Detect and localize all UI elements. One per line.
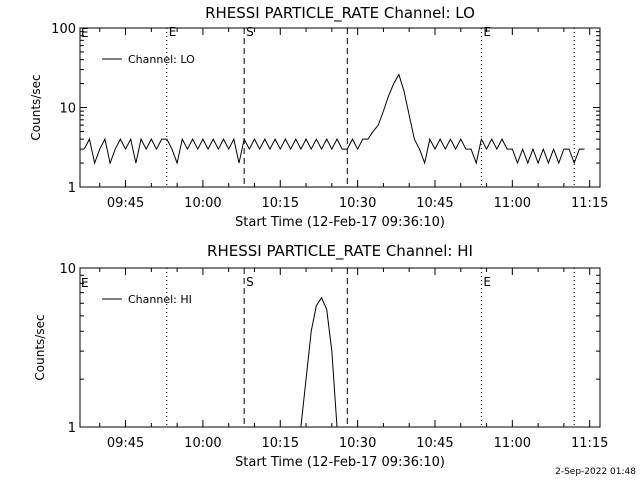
x-tick-label: 09:45	[107, 196, 144, 211]
x-tick-label: 09:45	[107, 436, 144, 451]
chart-panel-hi: RHESSI PARTICLE_RATE Channel: HI 1 10 09:45…	[33, 242, 608, 470]
chart-title: RHESSI PARTICLE_RATE Channel: HI	[207, 242, 473, 261]
x-tick-label: 10:45	[416, 436, 453, 451]
plot-frame	[79, 27, 601, 188]
corner-marker-label: E	[81, 276, 89, 290]
event-marker-label: E	[169, 25, 177, 39]
x-tick-label: 10:15	[262, 436, 299, 451]
y-tick-label: 1	[68, 181, 76, 196]
event-marker-label: E	[483, 275, 491, 289]
x-tick-label: 10:30	[339, 436, 376, 451]
x-tick-label: 10:15	[262, 196, 299, 211]
x-tick-label: 10:00	[184, 196, 221, 211]
x-tick-label: 11:15	[571, 436, 608, 451]
chart-title: RHESSI PARTICLE_RATE Channel: LO	[205, 4, 475, 23]
x-tick-label: 10:00	[184, 436, 221, 451]
y-axis-label: Counts/sec	[33, 314, 47, 380]
event-marker-label: E	[483, 25, 491, 39]
y-axis-label: Counts/sec	[29, 74, 43, 140]
timestamp-label: 2-Sep-2022 01:48	[555, 467, 636, 477]
x-tick-label: 11:00	[494, 196, 531, 211]
legend-label: Channel: LO	[128, 53, 195, 66]
x-tick-label: 10:30	[339, 196, 376, 211]
y-tick-label: 1	[68, 421, 76, 436]
x-tick-label: 11:00	[494, 436, 531, 451]
chart-panel-lo: RHESSI PARTICLE_RATE Channel: LO 1 10 100 09…	[29, 4, 608, 230]
y-tick-label: 10	[59, 102, 76, 117]
series-line	[83, 73, 585, 165]
series-line	[300, 296, 338, 428]
y-tick-label: 10	[59, 262, 76, 277]
corner-marker-label: E	[81, 26, 89, 40]
x-tick-label: 11:15	[571, 196, 608, 211]
y-tick-label: 100	[51, 22, 76, 37]
x-tick-label: 10:45	[416, 196, 453, 211]
plot-frame	[79, 267, 601, 428]
x-axis-label: Start Time (12-Feb-17 09:36:10)	[235, 215, 445, 230]
event-marker-label: S	[246, 275, 254, 289]
legend-label: Channel: HI	[128, 293, 192, 306]
event-marker-label: S	[246, 25, 254, 39]
x-axis-label: Start Time (12-Feb-17 09:36:10)	[235, 455, 445, 470]
